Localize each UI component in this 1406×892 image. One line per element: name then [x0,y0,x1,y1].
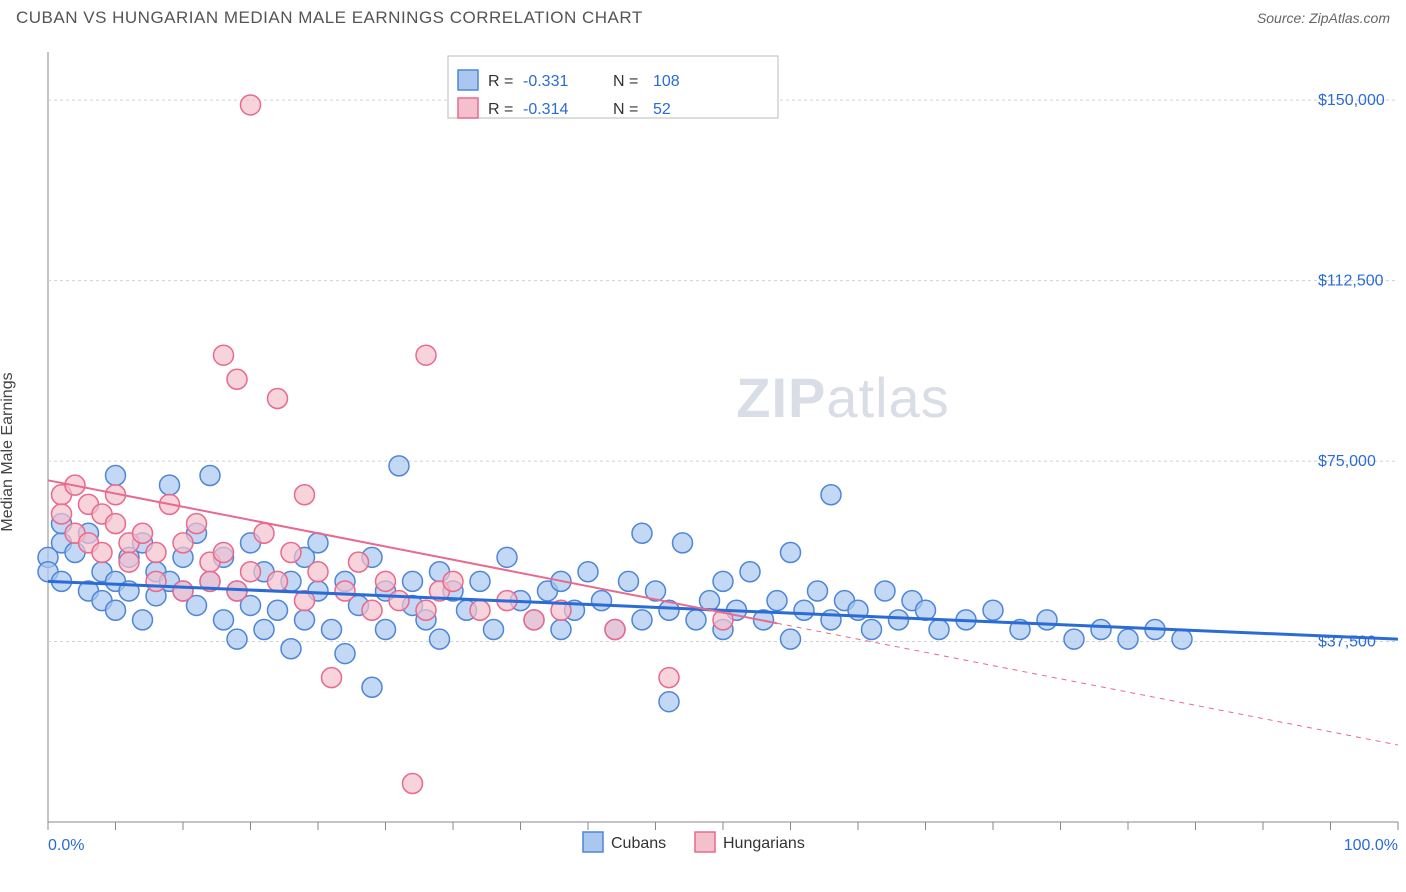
svg-text:-0.331: -0.331 [523,73,568,90]
svg-text:0.0%: 0.0% [48,837,84,854]
svg-text:$150,000: $150,000 [1318,92,1385,109]
scatter-chart: $37,500$75,000$112,500$150,000ZIPatlasR … [0,32,1406,872]
y-axis-label: Median Male Earnings [0,372,17,531]
svg-text:52: 52 [653,101,671,118]
svg-text:N =: N = [613,101,638,118]
svg-text:R =: R = [488,101,513,118]
chart-area: Median Male Earnings $37,500$75,000$112,… [0,32,1406,872]
source-label: Source: ZipAtlas.com [1257,10,1390,26]
svg-text:R =: R = [488,73,513,90]
chart-title: CUBAN VS HUNGARIAN MEDIAN MALE EARNINGS … [16,8,643,28]
svg-text:108: 108 [653,73,680,90]
svg-text:100.0%: 100.0% [1344,837,1398,854]
svg-text:Cubans: Cubans [611,835,666,852]
svg-text:-0.314: -0.314 [523,101,568,118]
svg-text:Hungarians: Hungarians [723,835,805,852]
svg-text:$112,500: $112,500 [1318,273,1384,290]
svg-text:ZIPatlas: ZIPatlas [736,366,949,429]
svg-text:N =: N = [613,73,638,90]
chart-header: CUBAN VS HUNGARIAN MEDIAN MALE EARNINGS … [0,0,1406,32]
svg-text:$75,000: $75,000 [1318,453,1376,470]
